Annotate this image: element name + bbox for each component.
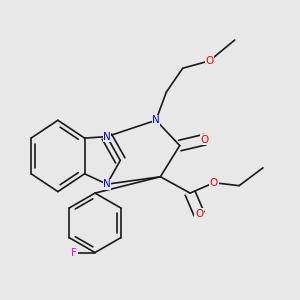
Text: N: N (152, 115, 160, 125)
Text: O: O (210, 178, 218, 188)
Text: N: N (103, 132, 111, 142)
Text: O: O (195, 209, 203, 219)
Text: N: N (103, 179, 111, 189)
Text: O: O (205, 56, 214, 66)
Text: F: F (71, 248, 77, 257)
Text: O: O (201, 135, 209, 145)
